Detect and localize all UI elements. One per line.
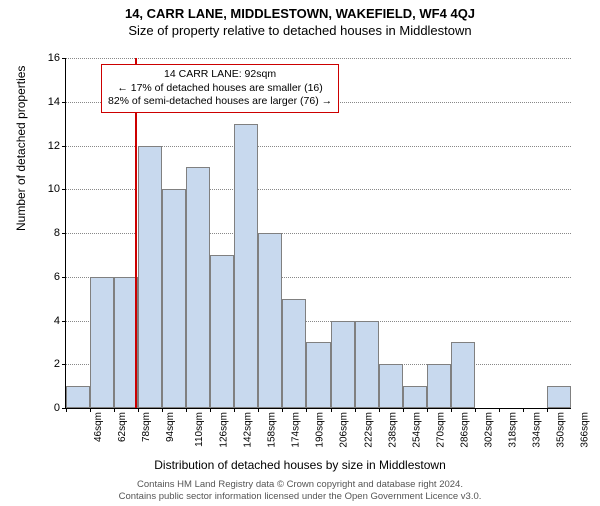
xtick-label: 174sqm [291, 412, 302, 448]
ytick-mark [62, 321, 66, 322]
histogram-bar [379, 364, 403, 408]
xtick-mark [66, 408, 67, 412]
ytick-label: 16 [48, 52, 60, 64]
histogram-bar [138, 146, 162, 409]
xtick-label: 334sqm [531, 412, 542, 448]
histogram-bar [451, 342, 475, 408]
ytick-mark [62, 277, 66, 278]
xtick-mark [210, 408, 211, 412]
property-callout: 14 CARR LANE: 92sqm← 17% of detached hou… [101, 64, 339, 113]
xtick-label: 126sqm [219, 412, 230, 448]
xtick-label: 366sqm [580, 412, 591, 448]
xtick-mark [427, 408, 428, 412]
xtick-label: 270sqm [435, 412, 446, 448]
xtick-label: 222sqm [363, 412, 374, 448]
xtick-label: 206sqm [339, 412, 350, 448]
xtick-mark [162, 408, 163, 412]
xtick-label: 142sqm [243, 412, 254, 448]
ytick-label: 14 [48, 96, 60, 108]
ytick-mark [62, 189, 66, 190]
xtick-label: 350sqm [555, 412, 566, 448]
xtick-label: 94sqm [165, 412, 176, 442]
ytick-label: 12 [48, 140, 60, 152]
y-axis-label: Number of detached properties [14, 66, 28, 231]
xtick-label: 110sqm [194, 412, 205, 447]
ytick-mark [62, 102, 66, 103]
xtick-mark [523, 408, 524, 412]
xtick-mark [475, 408, 476, 412]
xtick-mark [306, 408, 307, 412]
ytick-mark [62, 58, 66, 59]
ytick-label: 2 [54, 358, 60, 370]
histogram-chart: 024681012141646sqm62sqm78sqm94sqm110sqm1… [65, 58, 571, 409]
histogram-bar [258, 233, 282, 408]
histogram-bar [547, 386, 571, 408]
histogram-bar [331, 321, 355, 409]
xtick-mark [114, 408, 115, 412]
xtick-mark [90, 408, 91, 412]
callout-line: 82% of semi-detached houses are larger (… [108, 95, 332, 109]
xtick-mark [186, 408, 187, 412]
xtick-label: 78sqm [141, 412, 152, 442]
xtick-mark [499, 408, 500, 412]
histogram-bar [234, 124, 258, 408]
page-title-sub: Size of property relative to detached ho… [0, 23, 600, 38]
xtick-mark [451, 408, 452, 412]
xtick-mark [379, 408, 380, 412]
xtick-mark [138, 408, 139, 412]
xtick-mark [282, 408, 283, 412]
ytick-label: 6 [54, 271, 60, 283]
footer-line2: Contains public sector information licen… [0, 491, 600, 502]
histogram-bar [427, 364, 451, 408]
xtick-mark [234, 408, 235, 412]
xtick-mark [258, 408, 259, 412]
ytick-label: 4 [54, 315, 60, 327]
histogram-bar [355, 321, 379, 409]
ytick-mark [62, 233, 66, 234]
xtick-mark [403, 408, 404, 412]
xtick-mark [547, 408, 548, 412]
x-axis-label: Distribution of detached houses by size … [0, 458, 600, 472]
xtick-mark [331, 408, 332, 412]
page-title-address: 14, CARR LANE, MIDDLESTOWN, WAKEFIELD, W… [0, 6, 600, 21]
xtick-label: 46sqm [93, 412, 104, 442]
xtick-label: 302sqm [483, 412, 494, 448]
xtick-label: 158sqm [267, 412, 278, 448]
xtick-label: 286sqm [459, 412, 470, 448]
histogram-bar [403, 386, 427, 408]
ytick-label: 8 [54, 227, 60, 239]
xtick-label: 238sqm [387, 412, 398, 448]
callout-line: 14 CARR LANE: 92sqm [108, 68, 332, 82]
histogram-bar [66, 386, 90, 408]
ytick-label: 0 [54, 402, 60, 414]
callout-line: ← 17% of detached houses are smaller (16… [108, 82, 332, 96]
ytick-mark [62, 146, 66, 147]
footer-line1: Contains HM Land Registry data © Crown c… [0, 479, 600, 490]
gridline [66, 58, 571, 59]
histogram-bar [210, 255, 234, 408]
histogram-bar [162, 189, 186, 408]
xtick-mark [355, 408, 356, 412]
ytick-label: 10 [48, 183, 60, 195]
histogram-bar [90, 277, 114, 408]
xtick-label: 62sqm [117, 412, 128, 442]
xtick-label: 318sqm [507, 412, 518, 448]
footer-attribution: Contains HM Land Registry data © Crown c… [0, 479, 600, 502]
histogram-bar [186, 167, 210, 408]
histogram-bar [306, 342, 330, 408]
xtick-label: 254sqm [411, 412, 422, 448]
ytick-mark [62, 364, 66, 365]
xtick-label: 190sqm [315, 412, 326, 448]
histogram-bar [282, 299, 306, 408]
